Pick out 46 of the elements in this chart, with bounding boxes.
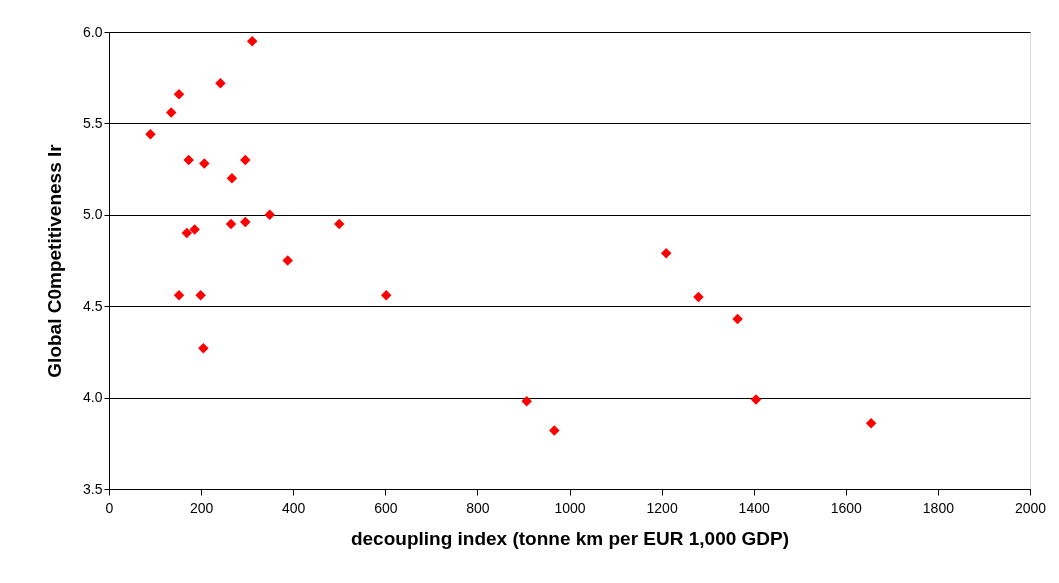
point bbox=[199, 158, 210, 169]
x-tick-label: 0 bbox=[105, 499, 114, 516]
point bbox=[549, 425, 560, 436]
point bbox=[865, 417, 877, 429]
y-tick-label: 5.5 bbox=[83, 114, 103, 131]
point bbox=[660, 247, 672, 259]
y-tick-label: 4.5 bbox=[83, 297, 103, 314]
point bbox=[750, 394, 762, 405]
y-tick-label: 4.0 bbox=[83, 389, 103, 406]
point bbox=[264, 209, 275, 221]
point bbox=[173, 88, 185, 100]
x-tick-label: 600 bbox=[374, 499, 398, 516]
point bbox=[282, 255, 293, 266]
point bbox=[732, 313, 743, 325]
x-tick-label: 200 bbox=[189, 499, 214, 516]
point bbox=[189, 224, 200, 235]
point bbox=[173, 289, 185, 301]
point bbox=[240, 216, 251, 228]
point bbox=[380, 289, 392, 301]
x-tick-label: 1200 bbox=[646, 499, 678, 516]
point bbox=[334, 218, 345, 230]
point bbox=[215, 77, 226, 89]
point bbox=[181, 227, 193, 239]
x-tick-label: 2000 bbox=[1014, 499, 1047, 516]
point bbox=[226, 173, 238, 184]
x-tick-label: 1400 bbox=[738, 499, 770, 516]
x-tick-label: 400 bbox=[282, 499, 306, 516]
point bbox=[246, 35, 258, 47]
point bbox=[225, 218, 237, 230]
x-tick-label: 1600 bbox=[830, 499, 863, 516]
x-axis-title: decoupling index (tonne km per EUR 1,000 GDP) bbox=[350, 527, 790, 549]
point bbox=[165, 107, 177, 118]
point bbox=[195, 289, 206, 301]
point bbox=[198, 343, 209, 354]
point bbox=[240, 154, 251, 166]
x-tick-label: 1800 bbox=[922, 499, 955, 516]
x-tick-label: 1000 bbox=[554, 499, 586, 516]
x-tick-label: 800 bbox=[466, 499, 490, 516]
y-tick-label: 5.0 bbox=[83, 206, 103, 223]
y-tick-label: 6.0 bbox=[83, 23, 103, 40]
y-tick-label: 3.5 bbox=[83, 480, 103, 497]
point bbox=[521, 396, 532, 407]
point bbox=[145, 129, 156, 140]
point bbox=[693, 291, 704, 303]
y-axis-title: Global C0mpetitiveness Ir bbox=[44, 143, 66, 378]
point bbox=[183, 154, 194, 166]
